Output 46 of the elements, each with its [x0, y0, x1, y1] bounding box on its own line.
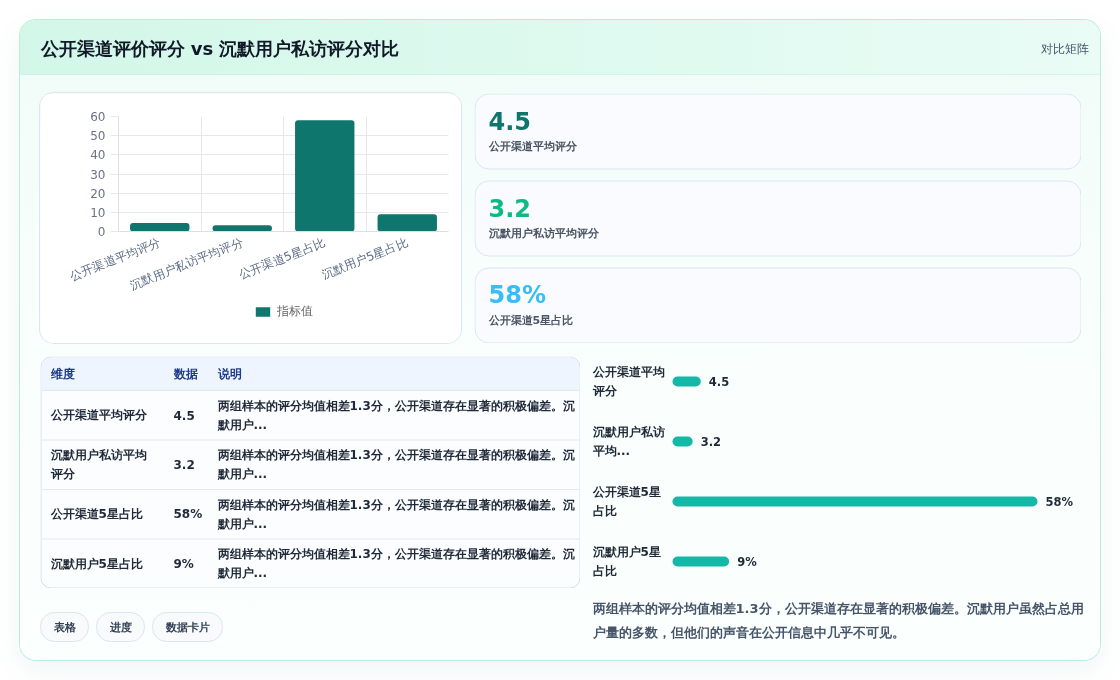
chart-title: 公开渠道评价评分 vs 沉默用户私访评分对比: [39, 38, 400, 59]
text: 两组样本的评分均值相差1.3分，公开渠道存在显著的积极偏差。沉默用户...: [216, 497, 575, 531]
text: 公开渠道5星占比: [487, 314, 574, 327]
text: 3.2: [173, 458, 195, 473]
text: 数据: [172, 366, 198, 381]
y-tick-label: 公开渠道5星占比: [591, 485, 661, 518]
text: 两组样本的评分均值相差1.3分，公开渠道存在显著的积极偏差。沉默用户...: [216, 398, 575, 432]
text: 9%: [173, 556, 194, 571]
bar: [377, 214, 437, 232]
legend-label: 指标值: [276, 302, 313, 320]
y-tick-label: 沉默用户5星占比: [591, 545, 661, 578]
y-tick-label: 公开渠道平均评分: [591, 365, 665, 398]
text: 3.2: [488, 194, 532, 223]
text: 说明: [216, 366, 242, 381]
text: 两组样本的评分均值相差1.3分，公开渠道存在显著的积极偏差。沉默用户...: [216, 448, 575, 482]
text: 公开渠道平均评分: [487, 140, 578, 153]
data-label: 4.5: [708, 375, 730, 389]
data-label: 3.2: [700, 435, 722, 449]
text: 两组样本的评分均值相差1.3分，公开渠道存在显著的积极偏差。沉默用户...: [216, 547, 575, 581]
bar: [212, 225, 272, 232]
data-label: 9%: [737, 554, 758, 569]
bar: [672, 556, 730, 567]
data-label: 58%: [1045, 494, 1074, 509]
text: 数据卡片: [164, 620, 210, 634]
text: 对比矩阵: [1040, 41, 1089, 56]
y-tick-label: 沉默用户私访平均...: [591, 425, 665, 458]
text: 进度: [108, 620, 132, 634]
y-tick-label: 30: [90, 167, 106, 182]
text: 沉默用户私访平均评分: [487, 227, 600, 240]
text: 沉默用户私访平均评分: [49, 448, 147, 482]
y-tick-label: 0: [97, 225, 106, 239]
text: 58%: [173, 507, 203, 522]
y-tick-label: 10: [90, 205, 106, 220]
bar: [672, 496, 1038, 507]
text: 58%: [488, 280, 546, 309]
text: 两组样本的评分均值相差1.3分，公开渠道存在显著的积极偏差。沉默用户虽然占总用户量的多数，但他们的声音在公开信息中几乎不可见。: [591, 600, 1084, 640]
y-tick-label: 40: [90, 148, 106, 163]
text: 维度: [49, 366, 75, 381]
bar: [130, 222, 190, 232]
y-tick-label: 20: [90, 186, 106, 201]
y-tick-label: 60: [90, 110, 106, 124]
text: 4.5: [488, 107, 532, 136]
bar: [295, 120, 355, 232]
text: 表格: [52, 620, 77, 634]
text: 4.5: [173, 408, 195, 423]
y-tick-label: 50: [90, 129, 106, 144]
